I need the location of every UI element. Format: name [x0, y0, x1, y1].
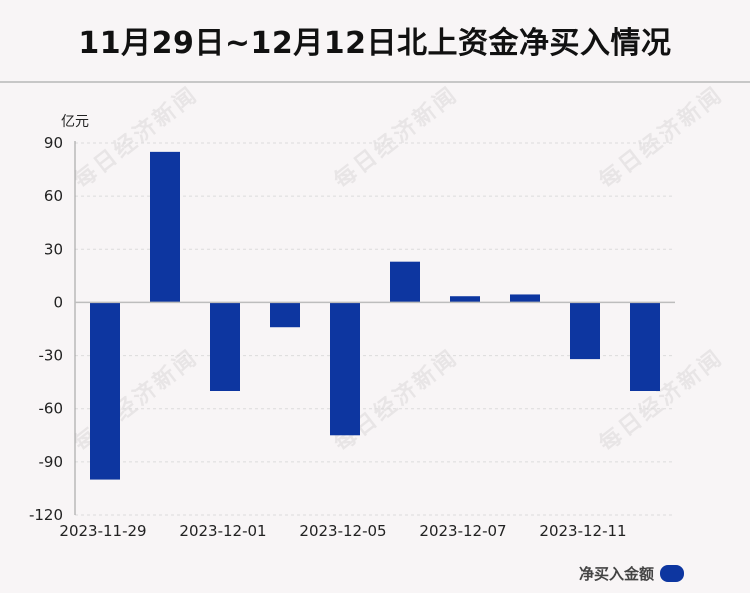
bar	[210, 302, 240, 391]
y-tick-label: 0	[53, 293, 63, 311]
y-tick-label: -120	[29, 506, 63, 524]
x-tick-label: 2023-11-29	[59, 522, 146, 540]
legend-label: 净买入金额	[578, 565, 654, 583]
x-tick-label: 2023-12-05	[299, 522, 386, 540]
y-unit-label: 亿元	[61, 114, 89, 130]
x-tick-label: 2023-12-07	[419, 522, 506, 540]
y-tick-label: 30	[44, 240, 63, 258]
y-tick-label: -60	[39, 400, 64, 418]
legend-swatch	[660, 565, 684, 582]
y-tick-label: -30	[39, 347, 64, 365]
x-tick-label: 2023-12-01	[179, 522, 266, 540]
chart-title: 11月29日~12月12日北上资金净买入情况	[78, 26, 672, 61]
bar	[270, 302, 300, 328]
bar	[510, 294, 540, 303]
bar	[90, 302, 120, 480]
x-tick-label: 2023-12-11	[539, 522, 626, 540]
bar	[570, 302, 600, 360]
y-tick-label: 90	[44, 134, 63, 152]
bar	[630, 302, 660, 391]
bar	[450, 296, 480, 303]
bar	[390, 261, 420, 303]
y-tick-label: -90	[39, 453, 64, 471]
legend: 净买入金额	[579, 563, 684, 584]
bar	[150, 151, 180, 303]
bar	[330, 302, 360, 436]
title-divider	[0, 81, 750, 83]
y-tick-label: 60	[44, 187, 63, 205]
bars	[90, 151, 660, 480]
